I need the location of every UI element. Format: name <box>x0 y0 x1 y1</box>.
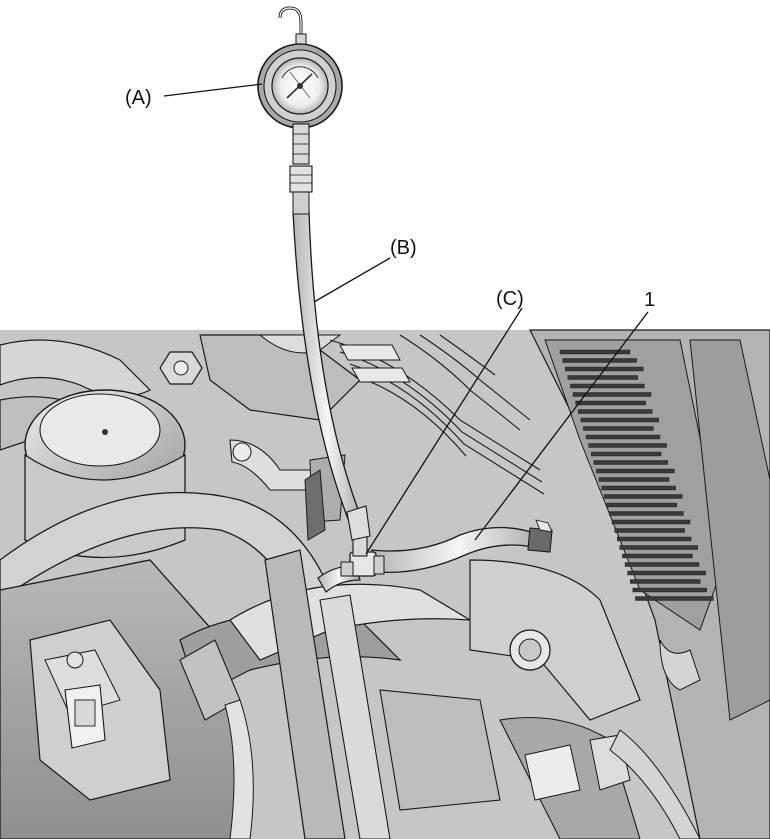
grille-slot <box>570 383 645 389</box>
grille-slot <box>630 579 701 584</box>
grille-slot <box>609 511 684 516</box>
grille-slot <box>580 417 659 423</box>
grille-slot <box>614 528 685 533</box>
grille-slot <box>598 477 670 482</box>
grille-slot <box>567 375 638 380</box>
callout-a: (A) <box>125 83 263 109</box>
callout-b: (B) <box>313 237 417 303</box>
grille-slot <box>601 485 676 491</box>
grille-slot <box>572 392 652 397</box>
grille-slot <box>596 468 675 474</box>
pressure-gauge <box>257 6 343 215</box>
grille-slot <box>632 587 707 593</box>
grille-slot <box>622 553 693 559</box>
three-way-joint <box>317 533 385 593</box>
callout-c: (C) <box>365 288 524 555</box>
callout-label-b: (B) <box>390 237 417 259</box>
grille-slot <box>606 502 677 508</box>
grille-slot <box>604 494 683 499</box>
callout-label-1: 1 <box>644 289 655 311</box>
engine-bay <box>0 329 770 839</box>
grille-slot <box>588 443 667 448</box>
grille-slot <box>617 536 692 542</box>
grille-slot <box>611 519 691 525</box>
callout-label-a: (A) <box>125 87 152 109</box>
callout-label-c: (C) <box>496 288 524 310</box>
grille-slot <box>591 451 662 457</box>
grille-slot <box>578 409 653 414</box>
callout-1: 1 <box>474 289 655 541</box>
grille-slot <box>562 358 637 363</box>
grille-slot <box>593 460 668 465</box>
gauge-hose <box>292 211 371 541</box>
fuel-feed-hose <box>371 519 553 574</box>
grille-slot <box>575 400 646 406</box>
grille-slot <box>559 349 631 355</box>
grille-slots <box>559 349 714 601</box>
grille-slot <box>585 434 661 440</box>
grille-slot <box>619 545 698 550</box>
grille-slot <box>635 596 714 601</box>
grille-slot <box>583 426 654 431</box>
grille-slot <box>627 570 706 576</box>
grille-slot <box>624 562 700 567</box>
